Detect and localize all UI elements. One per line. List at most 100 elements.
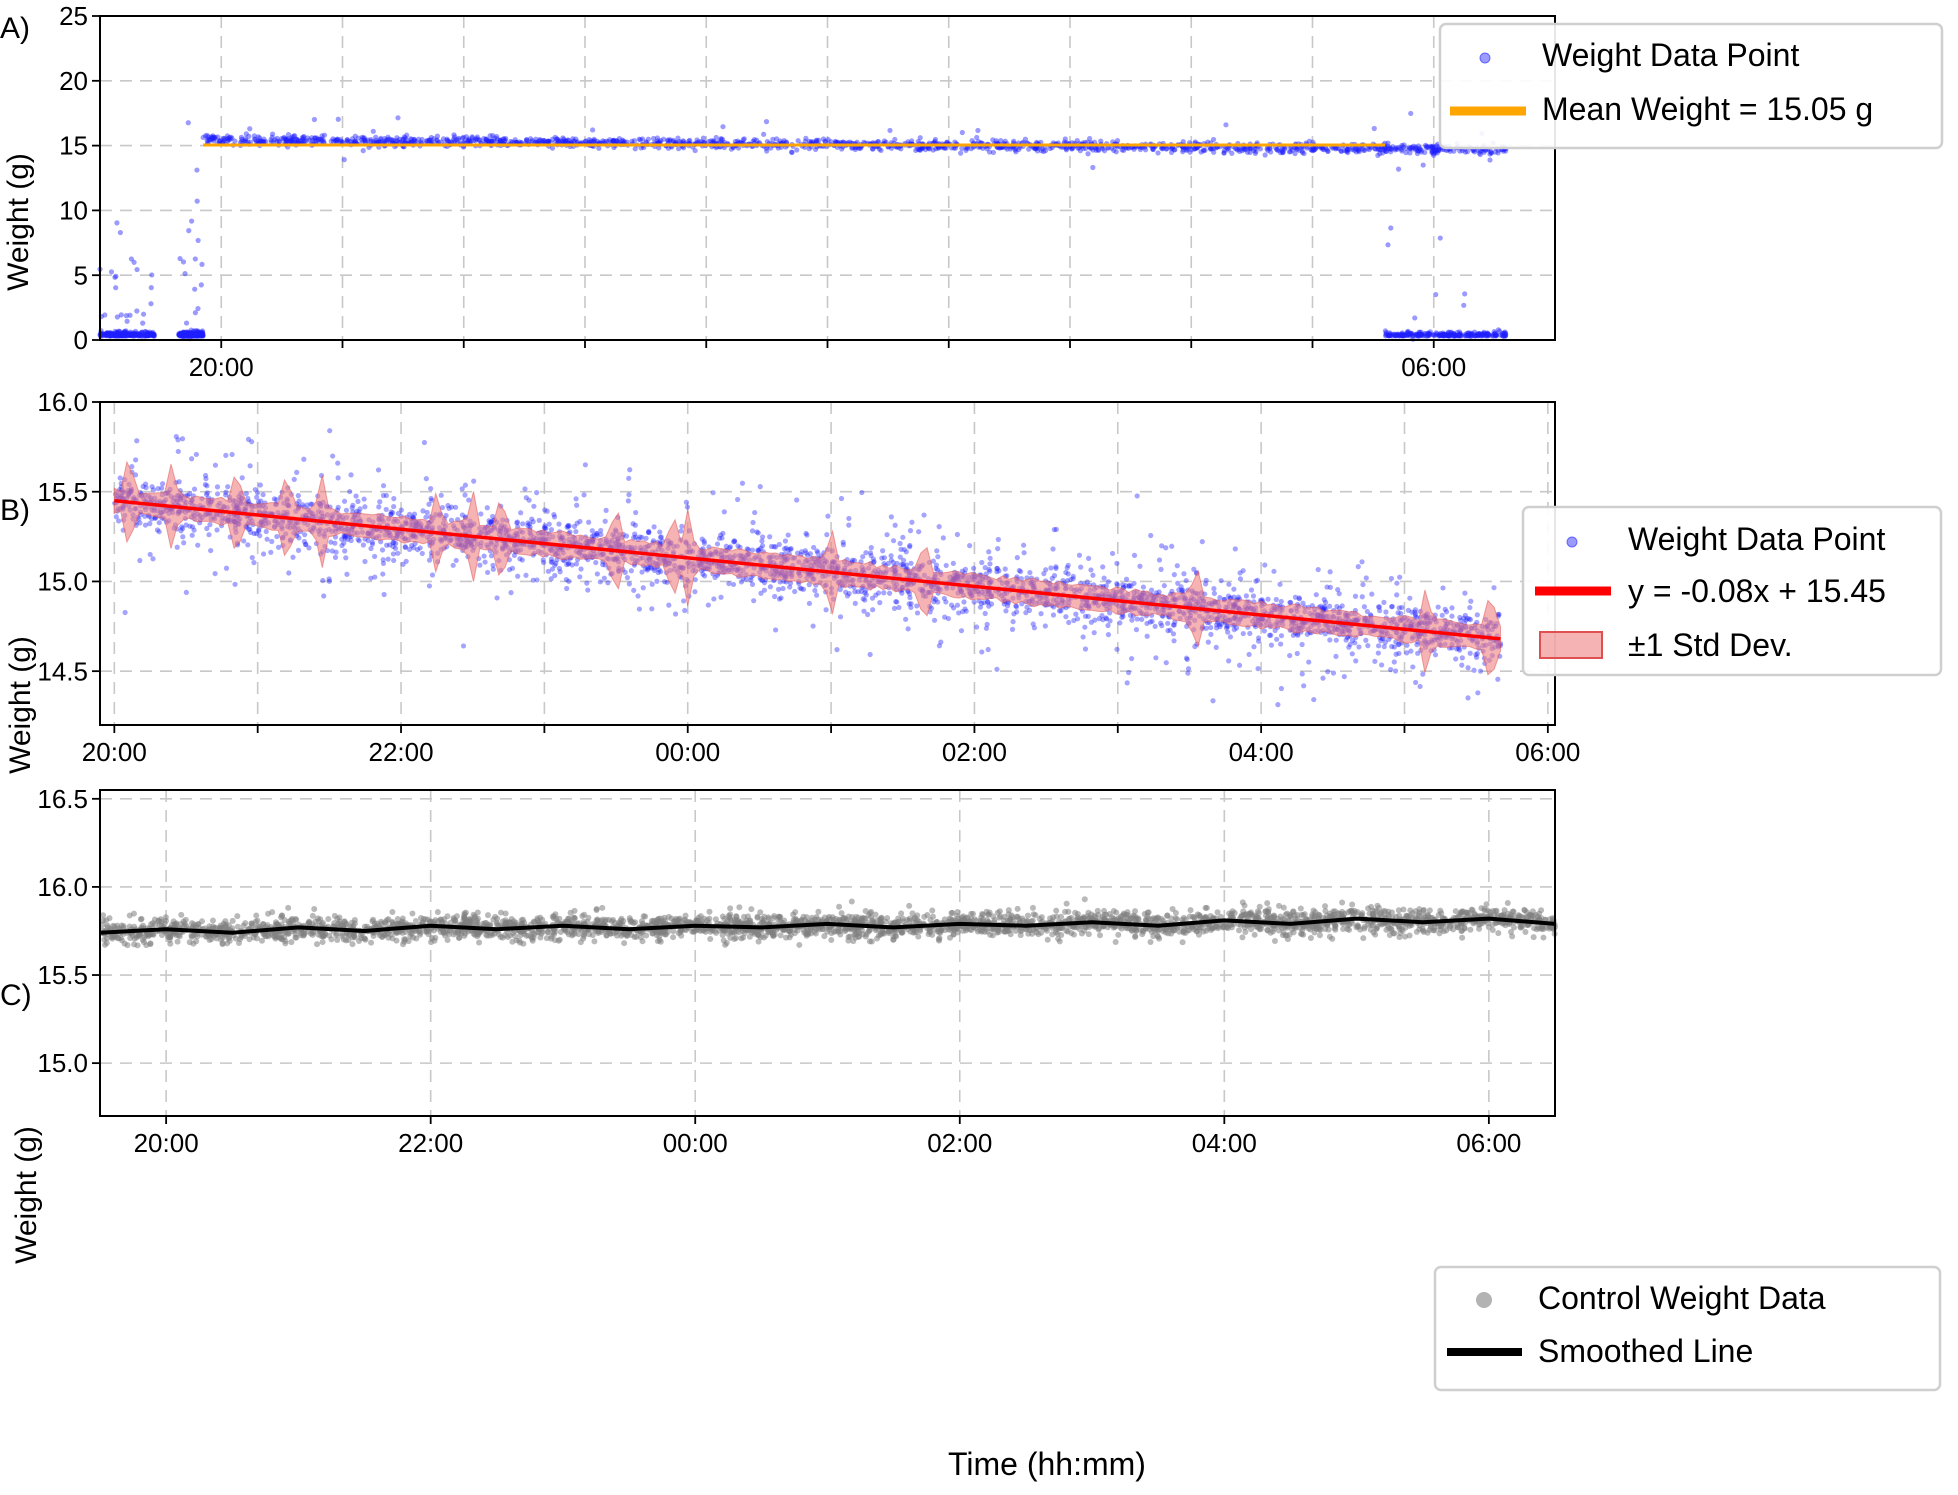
weight-data-point <box>126 330 132 337</box>
weight-data-point <box>195 333 202 339</box>
weight-data-point <box>131 332 137 339</box>
weight-data-point <box>112 328 118 334</box>
weight-data-point <box>1161 583 1167 589</box>
weight-data-point <box>194 333 200 339</box>
weight-data-point <box>117 333 123 339</box>
weight-data-point <box>907 595 913 601</box>
weight-data-point <box>573 561 580 567</box>
weight-data-point <box>199 261 205 267</box>
weight-data-point <box>344 137 350 143</box>
weight-data-point <box>118 333 125 339</box>
weight-data-point <box>260 551 267 557</box>
weight-data-point <box>728 146 734 152</box>
weight-data-point <box>120 332 126 338</box>
weight-data-point <box>200 333 206 339</box>
weight-data-point <box>1477 668 1484 674</box>
weight-data-point <box>185 333 191 339</box>
weight-data-point <box>177 331 183 337</box>
weight-data-point <box>1479 332 1485 338</box>
weight-data-point <box>339 139 345 145</box>
weight-data-point <box>120 332 126 339</box>
weight-data-point <box>490 566 496 572</box>
weight-data-point <box>1048 565 1054 571</box>
weight-data-point <box>1168 149 1175 155</box>
weight-data-point <box>888 514 894 520</box>
panel-b-plot-area <box>112 428 1504 708</box>
weight-data-point <box>444 136 450 142</box>
weight-data-point <box>229 451 235 458</box>
weight-data-point <box>117 229 123 236</box>
weight-data-point <box>110 331 116 337</box>
weight-data-point <box>900 534 906 540</box>
weight-data-point <box>190 328 197 334</box>
weight-data-point <box>183 589 189 596</box>
weight-data-point <box>124 332 131 339</box>
weight-data-point <box>1252 146 1258 152</box>
weight-data-point <box>146 332 152 338</box>
weight-data-point <box>391 503 397 510</box>
weight-data-point <box>1327 603 1333 609</box>
weight-data-point <box>123 333 129 339</box>
weight-data-point <box>391 496 397 502</box>
weight-data-point <box>181 332 187 339</box>
weight-data-point <box>193 332 199 338</box>
weight-data-point <box>1462 590 1468 596</box>
weight-data-point <box>130 330 136 336</box>
weight-data-point <box>182 333 188 339</box>
weight-data-point <box>180 333 186 339</box>
weight-data-point <box>1247 149 1253 156</box>
weight-data-point <box>1495 676 1501 682</box>
weight-data-point <box>137 331 144 338</box>
weight-data-point <box>319 138 325 144</box>
weight-data-point <box>701 540 707 546</box>
weight-data-point <box>794 497 800 503</box>
weight-data-point <box>144 329 150 335</box>
weight-data-point <box>713 134 719 141</box>
weight-data-point <box>1123 576 1130 582</box>
weight-data-point <box>123 329 129 335</box>
weight-data-point <box>139 333 145 339</box>
weight-data-point <box>1105 631 1112 638</box>
weight-data-point <box>692 147 698 154</box>
weight-data-point <box>176 332 182 338</box>
weight-data-point <box>1131 552 1138 558</box>
weight-data-point <box>362 137 368 143</box>
weight-data-point <box>132 332 139 338</box>
weight-data-point <box>1375 152 1381 158</box>
weight-data-point <box>110 331 116 337</box>
weight-data-point <box>137 332 143 338</box>
weight-data-point <box>377 499 383 505</box>
weight-data-point <box>194 333 200 339</box>
weight-data-point <box>133 331 139 337</box>
weight-data-point <box>182 332 189 338</box>
weight-data-point <box>199 328 206 334</box>
weight-data-point <box>995 536 1001 543</box>
weight-data-point <box>184 331 191 337</box>
weight-data-point <box>1002 566 1008 572</box>
weight-data-point <box>110 330 117 337</box>
weight-data-point <box>206 136 213 142</box>
weight-data-point <box>123 332 129 338</box>
weight-data-point <box>139 329 145 335</box>
weight-data-point <box>594 571 600 577</box>
weight-data-point <box>327 428 333 434</box>
weight-data-point <box>361 496 367 502</box>
weight-data-point <box>180 330 187 337</box>
weight-data-point <box>200 333 206 339</box>
weight-data-point <box>360 135 366 141</box>
weight-data-point <box>536 138 542 144</box>
weight-data-point <box>582 462 588 468</box>
weight-data-point <box>1360 581 1366 588</box>
weight-data-point <box>847 139 853 145</box>
weight-data-point <box>144 332 150 338</box>
weight-data-point <box>428 495 434 502</box>
weight-data-point <box>193 333 200 339</box>
weight-data-point <box>177 331 184 337</box>
weight-data-point <box>135 333 141 339</box>
weight-data-point <box>344 571 350 577</box>
weight-data-point <box>431 136 437 142</box>
weight-data-point <box>151 333 157 339</box>
weight-data-point <box>1124 680 1130 686</box>
weight-data-point <box>1133 627 1140 633</box>
weight-data-point <box>189 331 195 338</box>
